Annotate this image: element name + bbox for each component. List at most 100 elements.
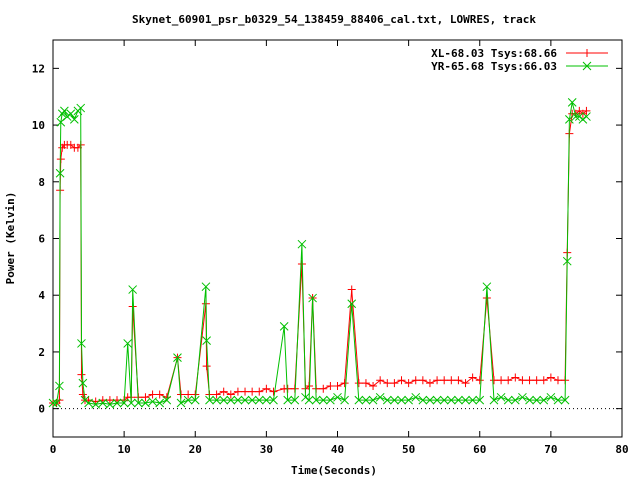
- series-2-point: [128, 285, 138, 294]
- series-2-point: [347, 299, 357, 309]
- series-2-point: [567, 98, 577, 107]
- x-axis-label: Time(Seconds): [291, 464, 377, 477]
- y-tick-label: 8: [38, 176, 45, 189]
- series-2-point: [425, 395, 435, 405]
- series-1-point: [447, 376, 456, 385]
- series-2-point: [190, 395, 200, 405]
- series-1-point: [433, 376, 442, 385]
- series-1-point: [77, 370, 86, 379]
- series-2-point: [123, 339, 133, 348]
- series-1-point: [219, 387, 228, 396]
- series-2-point: [148, 397, 157, 406]
- series-1-point: [333, 381, 342, 390]
- series-1-point: [546, 373, 555, 382]
- series-2-point: [48, 398, 58, 408]
- series-2-point: [233, 395, 243, 405]
- series-2-point: [582, 112, 591, 121]
- series-2-point: [176, 398, 186, 408]
- series-2-point: [133, 398, 143, 408]
- series-1-point: [141, 393, 150, 402]
- series-2-point: [439, 395, 449, 405]
- series-1-point: [553, 376, 562, 385]
- series-1-point: [425, 379, 434, 388]
- series-1-point: [319, 384, 328, 393]
- series-2-point: [489, 395, 499, 405]
- series-1-point: [511, 373, 520, 382]
- series-2-point: [205, 395, 214, 405]
- series-2-point: [269, 395, 278, 405]
- series-1-point: [532, 376, 541, 385]
- series-2-point: [77, 339, 86, 348]
- series-1-point: [202, 362, 211, 371]
- series-1-point: [340, 379, 349, 388]
- series-2-point: [202, 336, 211, 345]
- series-2-point: [162, 395, 172, 405]
- x-tick-label: 50: [402, 443, 415, 456]
- series-2-point: [461, 395, 470, 405]
- legend-entry-marker: [583, 49, 591, 57]
- series-2-point: [283, 395, 293, 405]
- x-tick-label: 30: [260, 443, 273, 456]
- legend-entry-label: XL-68.03 Tsys:68.66: [431, 47, 557, 60]
- series-2-point: [397, 395, 406, 405]
- series-2-point: [482, 282, 492, 292]
- series-2-point: [340, 395, 349, 405]
- series-2-point: [201, 282, 211, 292]
- series-2-point: [304, 395, 314, 405]
- series-1-point: [241, 387, 250, 396]
- x-tick-label: 60: [473, 443, 486, 456]
- series-2-point: [404, 395, 413, 405]
- series-2-point: [141, 398, 150, 408]
- series-2-point: [411, 392, 421, 402]
- series-1-point: [78, 390, 87, 399]
- series-2-point: [532, 395, 542, 405]
- series-1-point: [497, 376, 506, 385]
- series-1-point: [489, 376, 498, 385]
- series-1-point: [262, 384, 271, 393]
- series-2-point: [240, 395, 250, 405]
- y-tick-label: 0: [38, 403, 45, 416]
- series-2-point: [155, 398, 165, 408]
- series-2-point: [560, 395, 570, 405]
- series-1-point: [475, 376, 484, 385]
- series-1-point: [518, 376, 527, 385]
- legend-entry-label: YR-65.68 Tsys:66.03: [431, 60, 557, 73]
- series-1-point: [269, 387, 278, 396]
- series-2-point: [62, 112, 72, 121]
- series-1-point: [361, 379, 370, 388]
- series-1-point: [404, 379, 413, 388]
- series-1-point: [440, 376, 449, 385]
- series-2-point: [55, 168, 65, 178]
- series-2-point: [382, 395, 392, 405]
- y-tick-label: 4: [38, 289, 45, 302]
- series-2-point: [518, 392, 527, 402]
- series-1: [49, 106, 591, 407]
- series-2-point: [446, 395, 456, 405]
- series-1-point: [539, 376, 548, 385]
- series-2-point: [119, 398, 129, 408]
- series-2-point: [91, 400, 101, 409]
- series-2-point: [368, 395, 378, 405]
- series-2-point: [126, 398, 136, 408]
- chart-title: Skynet_60901_psr_b0329_54_138459_88406_c…: [132, 13, 536, 26]
- series-2-point: [510, 395, 520, 405]
- series-2-point: [173, 353, 182, 362]
- series-1-point: [461, 379, 470, 388]
- series-2-point: [565, 115, 574, 124]
- series-2-point: [475, 395, 485, 405]
- series-1-point: [347, 285, 356, 294]
- y-axis-label: Power (Kelvin): [4, 192, 17, 285]
- series-2-point: [219, 395, 229, 405]
- series-2-point: [375, 392, 385, 402]
- series-2-point: [66, 109, 76, 119]
- series-1-point: [105, 396, 114, 405]
- series-2-point: [503, 395, 513, 405]
- x-tick-label: 70: [544, 443, 557, 456]
- series-2-point: [354, 395, 364, 405]
- legend-entry-marker: [582, 61, 592, 71]
- series-2-point: [56, 117, 66, 127]
- series-1-point: [326, 381, 335, 390]
- series-2-point: [318, 395, 328, 405]
